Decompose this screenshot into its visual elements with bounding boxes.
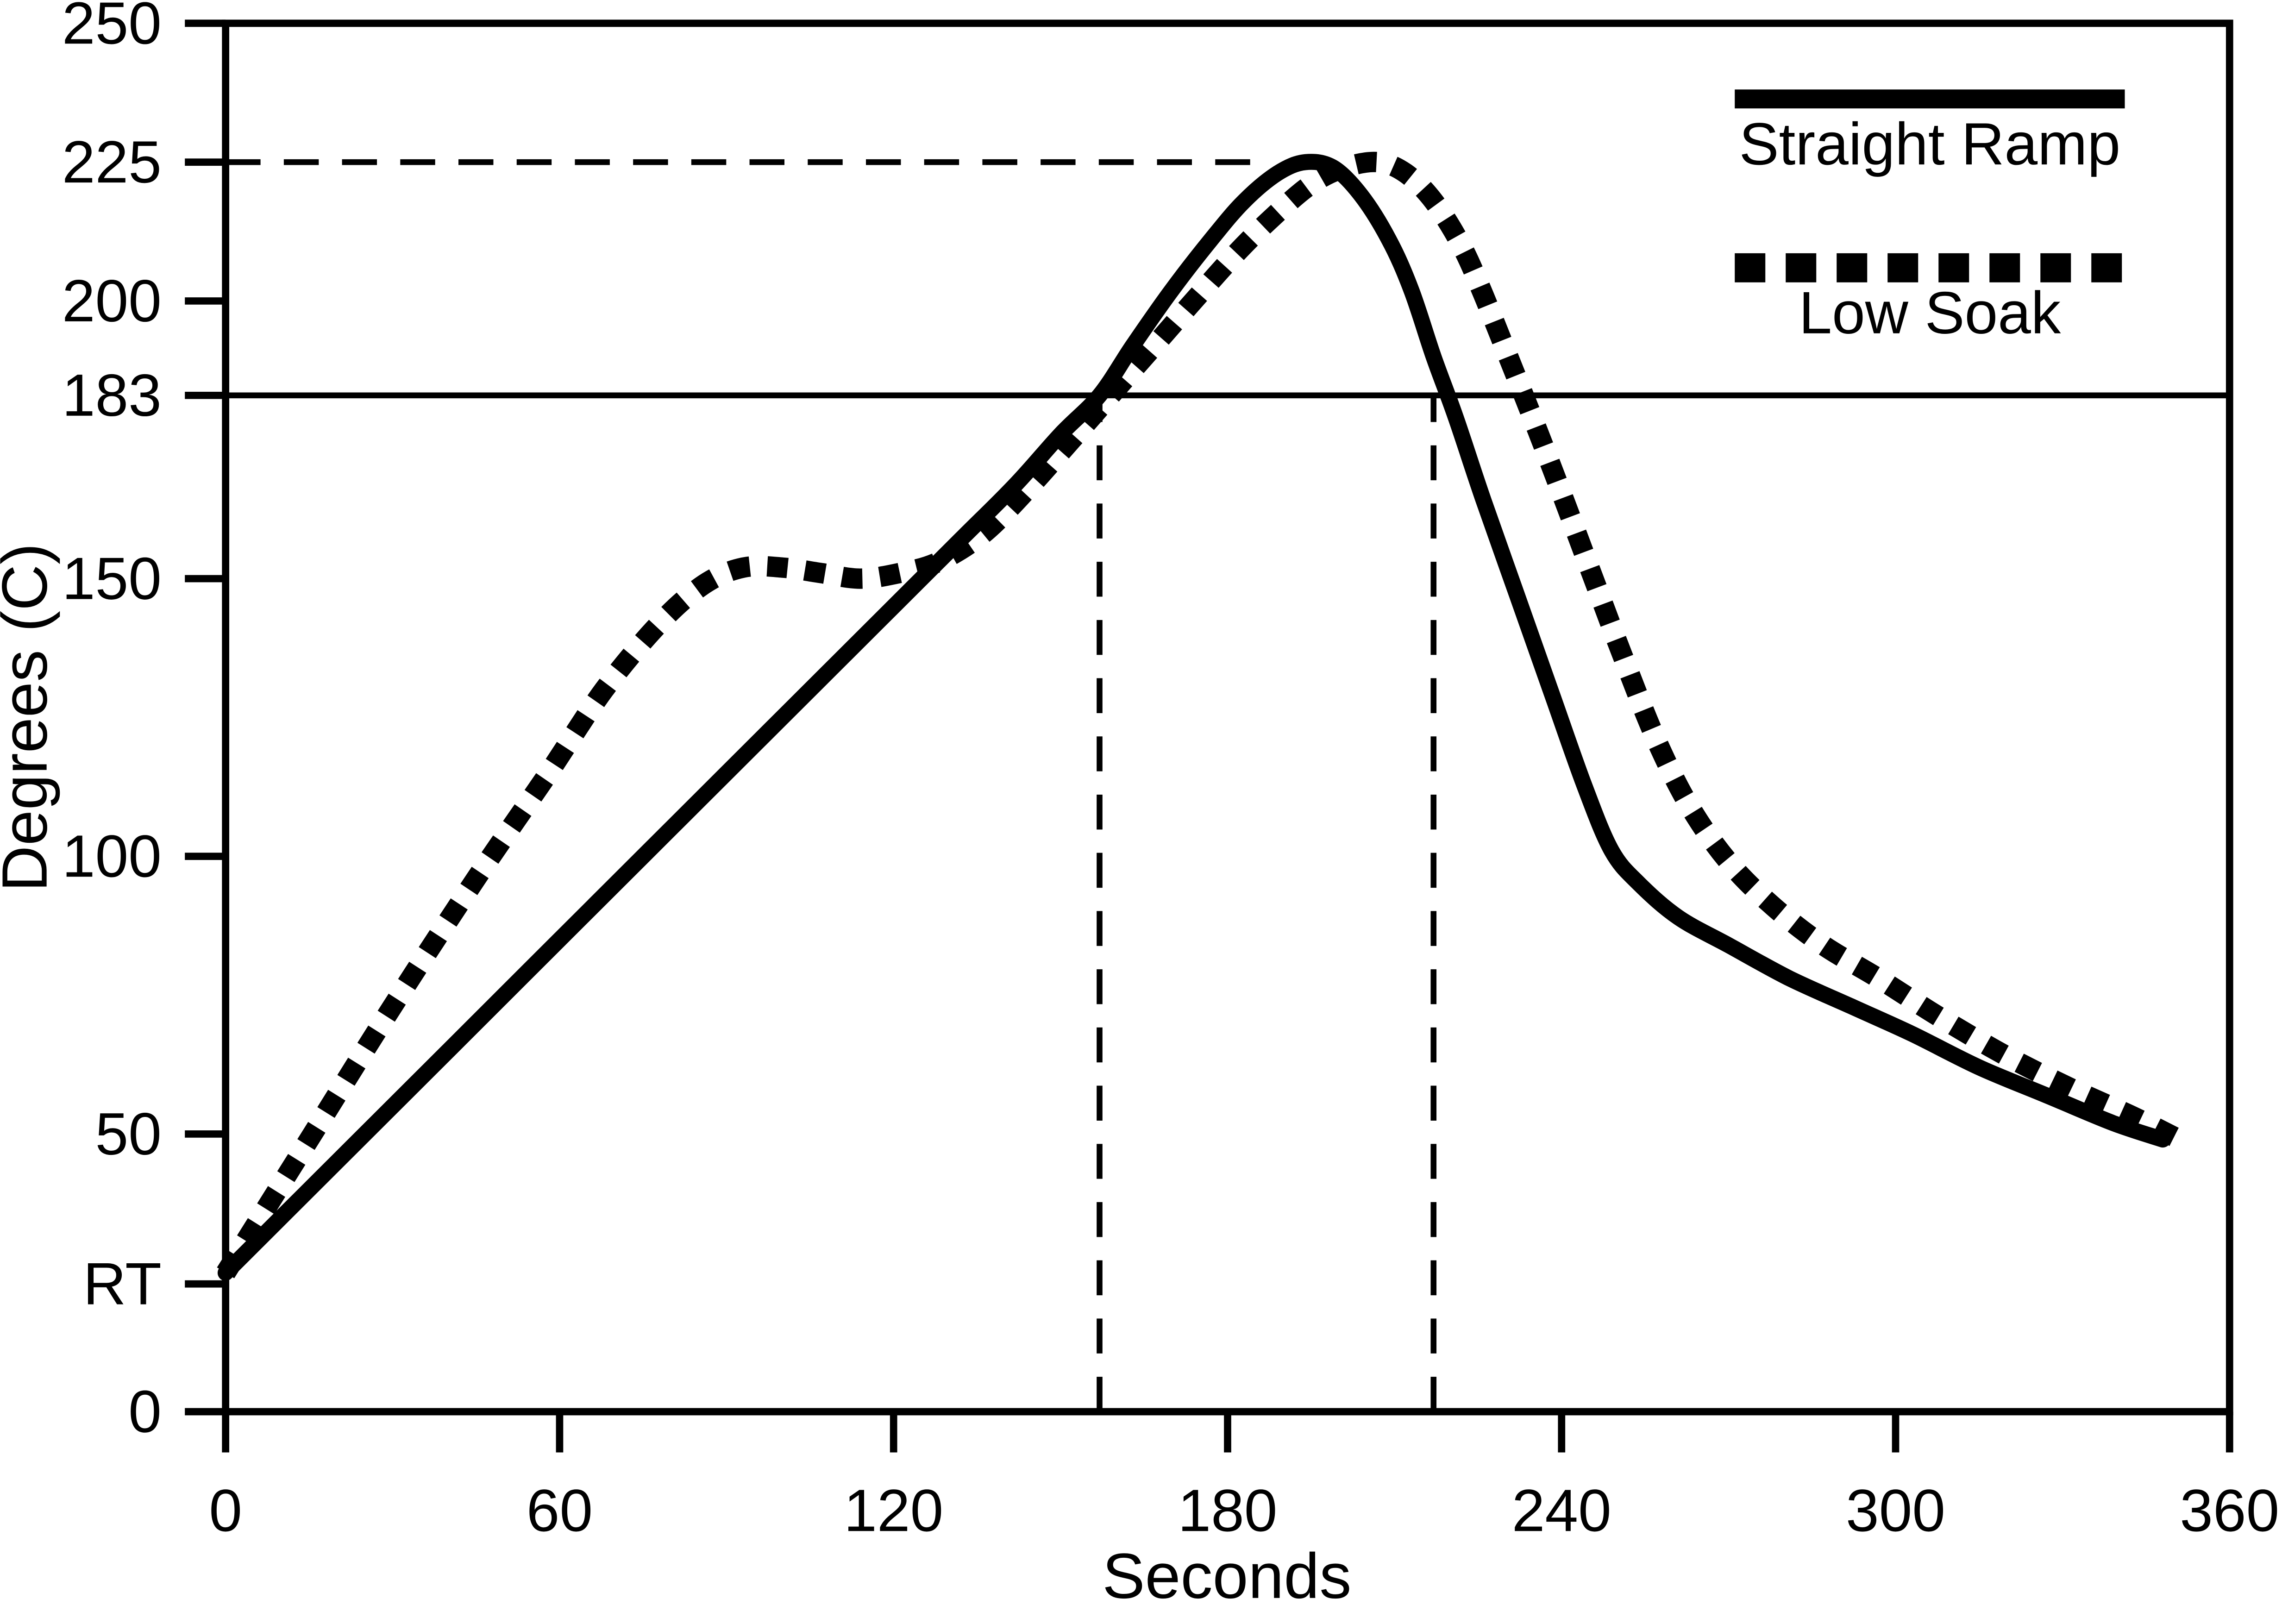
x-tick-label: 360 (2180, 1477, 2279, 1544)
legend-label-low-soak: Low Soak (1799, 280, 2061, 346)
series-curve-straight-ramp (217, 154, 2171, 1281)
y-tick-label: 200 (62, 268, 162, 334)
y-tick-label: 50 (95, 1101, 162, 1167)
y-tick-label: RT (83, 1251, 161, 1317)
legend: Straight Ramp Low Soak (1735, 89, 2128, 346)
legend-label-straight-ramp: Straight Ramp (1739, 111, 2121, 177)
y-tick-label: 150 (62, 546, 162, 612)
x-axis-title: Seconds (1102, 1541, 1351, 1612)
series-curve-low-soak (217, 151, 2184, 1279)
x-tick-label: 180 (1178, 1477, 1278, 1544)
x-tick-label: 60 (527, 1477, 593, 1544)
y-axis-title: Degrees (C) (0, 543, 61, 892)
x-tick-label: 120 (844, 1477, 943, 1544)
y-tick-label: 100 (62, 823, 162, 890)
y-tick-label: 250 (62, 0, 162, 56)
x-tick-label: 240 (1512, 1477, 1611, 1544)
y-tick-label: 0 (128, 1378, 162, 1445)
x-tick-label: 300 (1846, 1477, 1945, 1544)
x-tick-label: 0 (209, 1477, 242, 1544)
y-tick-label: 183 (62, 362, 162, 429)
plot-frame (222, 19, 2233, 1416)
y-tick-label: 225 (62, 129, 162, 195)
chart-generated-content: 250 225 200 183 150 100 50 RT 00 60 120 180 240 300 36… (62, 0, 2279, 1544)
